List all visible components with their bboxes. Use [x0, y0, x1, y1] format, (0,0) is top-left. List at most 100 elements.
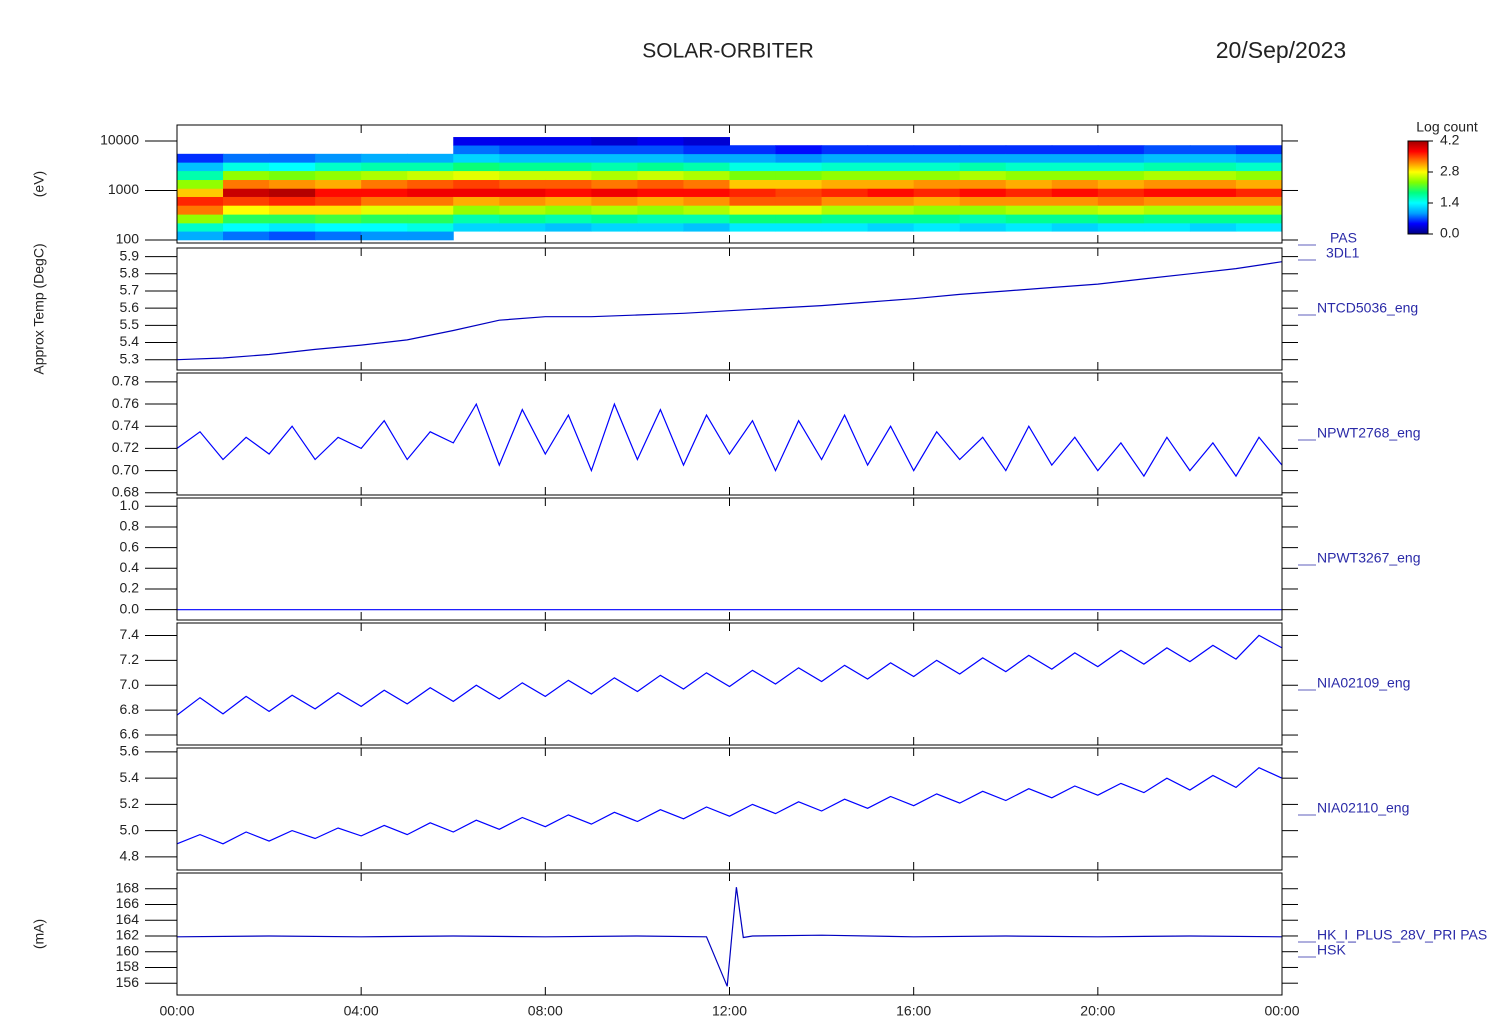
spectrogram-cell [867, 223, 915, 232]
y-tick-label: 0.4 [120, 559, 140, 575]
x-tick-label: 00:00 [159, 1003, 194, 1019]
spectrogram-cell [223, 196, 270, 206]
spectrogram-cell [959, 162, 1007, 172]
colorbar-tick-label: 1.4 [1440, 194, 1460, 210]
spectrogram-cell [407, 231, 454, 241]
panel-label: HSK [1317, 942, 1346, 958]
panel-label: NPWT3267_eng [1317, 550, 1421, 566]
spectrogram-cell [177, 188, 224, 197]
spectrogram-cell [1189, 153, 1237, 163]
spectrogram-cell [591, 153, 638, 163]
spectrogram-cell [407, 179, 454, 189]
spectrogram-cell [775, 170, 823, 181]
y-tick-label: 168 [116, 879, 140, 895]
spectrogram-cell [1005, 223, 1053, 232]
y-tick-label: 5.0 [120, 821, 140, 837]
spectrogram-cell [545, 196, 592, 206]
x-tick-label: 16:00 [896, 1003, 931, 1019]
spectrogram-cell [269, 153, 316, 163]
spectrogram-cell [1097, 145, 1145, 155]
colorbar-tick-label: 2.8 [1440, 163, 1460, 179]
spectrogram-cell [1235, 153, 1283, 163]
spectrogram-cell [1051, 145, 1099, 155]
spectrogram-cell [775, 145, 823, 155]
spectrogram-cell [775, 162, 823, 172]
spectrogram-cell [361, 196, 408, 206]
y-tick-label: 5.2 [120, 795, 140, 811]
spectrogram-cell [545, 170, 592, 181]
spectrogram-cell [637, 223, 684, 232]
y-tick-label: 6.6 [120, 726, 140, 742]
title: SOLAR-ORBITER [642, 40, 814, 63]
panel-label: NIA02109_eng [1317, 675, 1410, 691]
spectrogram-cell [499, 188, 546, 197]
spectrogram-cell [729, 162, 777, 172]
panel-frame [176, 497, 1283, 621]
spectrogram-cell [177, 205, 224, 215]
spectrogram-cell [683, 145, 730, 155]
spectrogram-cell [913, 188, 961, 197]
spectrogram-cell [1097, 170, 1145, 181]
spectrogram-cell [591, 145, 638, 155]
spectrogram-cell [1097, 153, 1145, 163]
spectrogram-cell [1143, 162, 1191, 172]
spectrogram-cell [453, 196, 500, 206]
spectrogram-cell [1189, 196, 1237, 206]
spectrogram-cell [867, 205, 915, 215]
spectrogram-cell [1051, 188, 1099, 197]
spectrogram-cell [775, 153, 823, 163]
spectrogram-cell [499, 153, 546, 163]
spectrogram-cell [913, 223, 961, 232]
spectrogram-cell [867, 188, 915, 197]
data-line [176, 766, 1283, 845]
spectrogram-cell [1097, 188, 1145, 197]
spectrogram-cell [269, 170, 316, 181]
spectrogram-cell [637, 153, 684, 163]
spectrogram-cell [821, 196, 869, 206]
spectrogram-cell [821, 145, 869, 155]
spectrogram-cell [775, 196, 823, 206]
spectrogram-cell [637, 170, 684, 181]
y-tick-label: 0.2 [120, 580, 140, 596]
spectrogram-cell [177, 179, 224, 189]
spectrogram-cell [1143, 179, 1191, 189]
spectrogram-cell [913, 205, 961, 215]
spectrogram-cell [315, 231, 362, 241]
spectrogram-cell [1235, 145, 1283, 155]
spectrogram-cell [453, 137, 500, 146]
spectrogram-cell [729, 170, 777, 181]
spectrogram-cell [1189, 223, 1237, 232]
y-tick-label: 7.4 [120, 626, 140, 642]
data-line [176, 634, 1283, 716]
spectrogram-cell [269, 231, 316, 241]
y-tick-label: 5.6 [120, 743, 140, 759]
spectrogram-cell [821, 162, 869, 172]
spectrogram-cell [269, 214, 316, 224]
y-axis-label: (mA) [31, 919, 47, 949]
spectrogram-cell [1143, 188, 1191, 197]
spectrogram-cell [361, 170, 408, 181]
data-line [176, 887, 1283, 987]
spectrogram-cell [729, 179, 777, 189]
x-tick-label: 12:00 [712, 1003, 747, 1019]
spectrogram-cell [775, 223, 823, 232]
panel-frame [176, 372, 1283, 496]
spectrogram-cell [1189, 188, 1237, 197]
date: 20/Sep/2023 [1216, 37, 1346, 63]
spectrogram-cell [683, 137, 730, 146]
spectrogram-cell [591, 205, 638, 215]
y-tick-label: 5.8 [120, 264, 140, 280]
spectrogram-cell [959, 214, 1007, 224]
y-tick-label: 158 [116, 958, 140, 974]
spectrogram-cell [177, 223, 224, 232]
spectrogram-cell [453, 153, 500, 163]
spectrogram-cell [959, 196, 1007, 206]
y-tick-label: 7.0 [120, 676, 140, 692]
spectrogram-cell [1235, 205, 1283, 215]
spectrogram-cell [453, 179, 500, 189]
spectrogram-cell [683, 205, 730, 215]
y-tick-label: 5.7 [120, 282, 140, 298]
spectrogram-cell [499, 179, 546, 189]
spectrogram-cell [1143, 205, 1191, 215]
spectrogram-cell [637, 188, 684, 197]
